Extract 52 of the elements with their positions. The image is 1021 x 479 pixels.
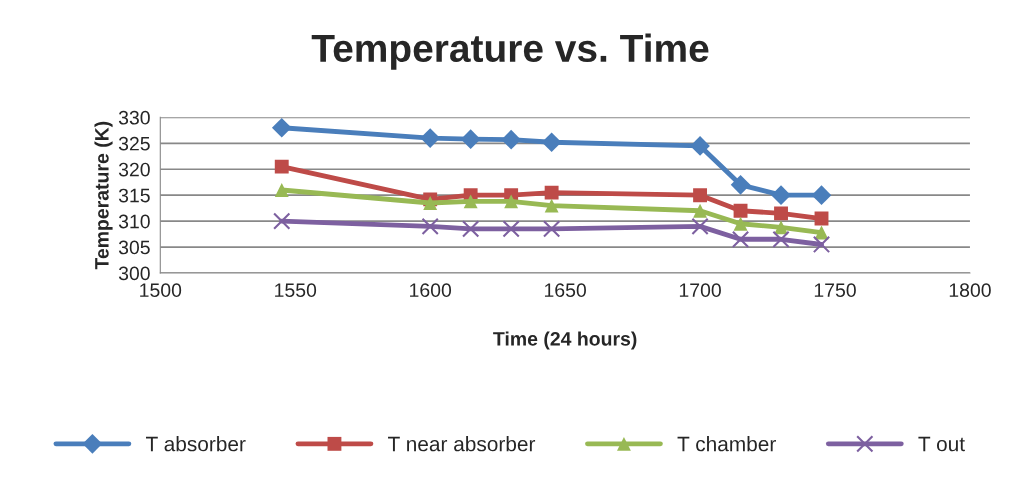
- point: [542, 220, 561, 238]
- x-tick-label: 1500: [140, 283, 182, 298]
- point: [774, 206, 788, 221]
- point: [273, 212, 291, 230]
- x-tick-label: 1800: [949, 283, 991, 298]
- y-axis-title: Temperature (K): [94, 121, 113, 270]
- point: [463, 194, 478, 209]
- y-tick-label: 315: [118, 188, 150, 203]
- y-tick-label: 325: [118, 136, 150, 151]
- point: [771, 185, 791, 206]
- x-axis-title: Time (24 hours): [493, 331, 637, 350]
- point: [772, 230, 790, 248]
- point: [504, 194, 519, 209]
- point: [691, 217, 709, 236]
- point: [502, 220, 520, 238]
- legend-label: T near absorber: [388, 436, 536, 452]
- point: [501, 129, 521, 150]
- point: [544, 198, 559, 213]
- point: [274, 183, 289, 197]
- point: [420, 128, 440, 148]
- point: [733, 216, 748, 231]
- point: [693, 188, 708, 203]
- y-tick-label: 330: [118, 110, 150, 125]
- point: [541, 132, 562, 153]
- x-tick-label: 1700: [679, 283, 721, 298]
- x-tick-label: 1650: [544, 283, 586, 298]
- y-tick-label: 310: [118, 214, 150, 229]
- point: [544, 185, 559, 200]
- point: [690, 136, 710, 156]
- point: [733, 203, 748, 218]
- legend-label: T chamber: [677, 436, 776, 452]
- point: [461, 220, 480, 238]
- y-tick-label: 305: [118, 240, 150, 255]
- x-tick-label: 1550: [275, 283, 317, 298]
- point: [423, 196, 438, 210]
- chart-title: Temperature vs. Time: [311, 33, 709, 70]
- point: [274, 159, 289, 174]
- point: [693, 203, 708, 218]
- point: [774, 220, 788, 235]
- point: [811, 185, 832, 206]
- x-tick-label: 1600: [410, 283, 452, 298]
- x-tick-label: 1750: [814, 283, 856, 298]
- point: [421, 217, 439, 236]
- point: [731, 230, 750, 248]
- y-tick-label: 300: [118, 266, 150, 281]
- legend-label: T absorber: [146, 436, 246, 452]
- legend-label: T out: [918, 436, 965, 452]
- point: [730, 174, 751, 195]
- point: [812, 235, 831, 254]
- point: [460, 129, 481, 149]
- point: [271, 117, 292, 138]
- y-tick-label: 320: [118, 162, 150, 177]
